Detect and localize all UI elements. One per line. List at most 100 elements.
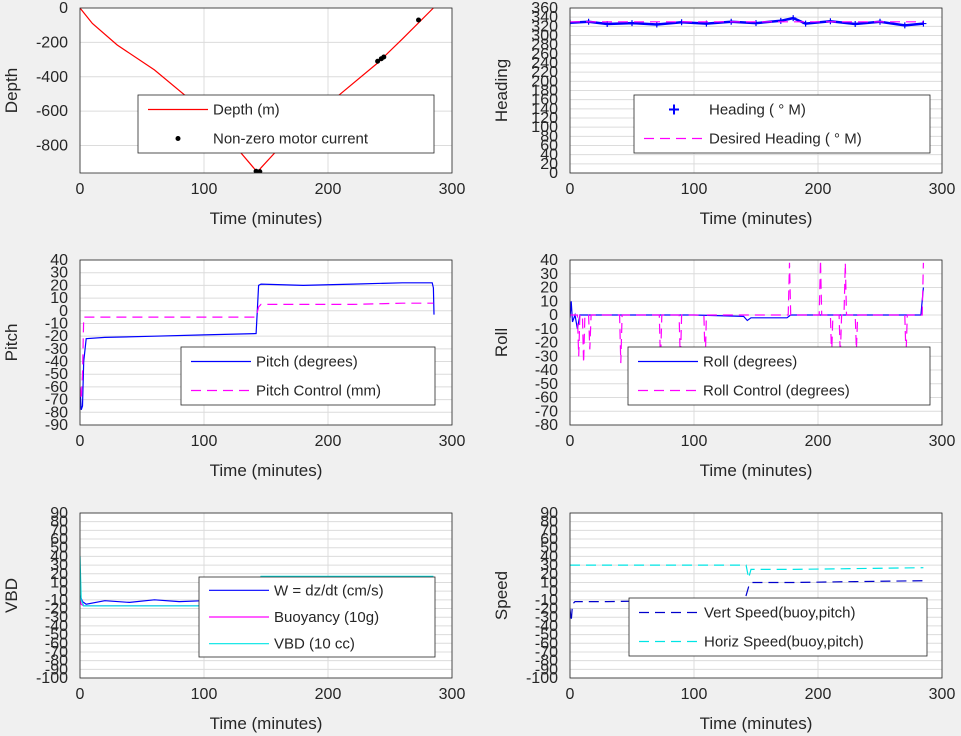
y-tick-label: -800 xyxy=(36,138,68,155)
chart-vbd: 0 100 200 3009080706050403020100-10-20-30-4… xyxy=(2,505,465,733)
y-tick-label: 0 xyxy=(549,307,558,324)
y-tick-label: 50 xyxy=(50,540,68,557)
series-group xyxy=(80,282,435,410)
y-tick-label: 80 xyxy=(50,514,68,531)
legend-label: Pitch Control (mm) xyxy=(256,383,381,400)
y-tick-label: 300 xyxy=(531,28,558,45)
x-axis-label: Time (minutes) xyxy=(210,209,323,228)
y-tick-label: 30 xyxy=(540,557,558,574)
x-tick-label: 300 xyxy=(439,433,466,450)
y-tick-label: 10 xyxy=(540,574,558,591)
axes-box xyxy=(569,512,943,679)
x-tick-label: 100 xyxy=(191,181,218,198)
y-tick-label: -10 xyxy=(535,592,558,609)
legend-marker xyxy=(669,104,679,115)
y-tick-label: 280 xyxy=(531,37,558,54)
y-tick-label: 0 xyxy=(59,583,68,600)
legend-label: W = dz/dt (cm/s) xyxy=(274,582,384,599)
y-tick-label: 260 xyxy=(531,46,558,63)
y-tick-label: -10 xyxy=(45,315,68,332)
legend-label: Horiz Speed(buoy,pitch) xyxy=(704,634,864,651)
data-point xyxy=(777,17,784,24)
legend-box xyxy=(180,346,436,406)
y-tick-label: 70 xyxy=(50,522,68,539)
legend: Pitch (degrees) Pitch Control (mm) xyxy=(180,346,436,406)
y-tick-label: -30 xyxy=(535,609,558,626)
y-tick-label: -30 xyxy=(45,341,68,358)
x-tick-label: 300 xyxy=(929,686,956,703)
x-tick-label: 200 xyxy=(315,433,342,450)
y-tick-label: -600 xyxy=(36,103,68,120)
chart-pitch: 0 100 200 300403020100-10-20-30-40-50-60-70… xyxy=(2,252,465,480)
data-point xyxy=(753,20,759,27)
y-tick-label: 30 xyxy=(50,557,68,574)
y-tick-label: -60 xyxy=(535,635,558,652)
y-tick-label: 340 xyxy=(531,9,558,26)
x-tick-label: 0 xyxy=(76,433,85,450)
y-tick-label: 320 xyxy=(531,18,558,35)
legend-label: Heading ( ° M) xyxy=(709,102,806,119)
chart-depth: 0 100 200 300 0 -200 -400 -600 -800 Time (minutes… xyxy=(2,0,465,228)
y-tick-label: -30 xyxy=(535,348,558,365)
legend-box xyxy=(137,94,435,154)
y-tick-label: 180 xyxy=(531,83,558,100)
legend-box xyxy=(628,597,928,657)
data-point xyxy=(629,20,635,27)
axes-box xyxy=(569,7,943,174)
y-tick-label: -50 xyxy=(45,366,68,383)
data-point xyxy=(416,17,422,23)
x-axis-label: Time (minutes) xyxy=(700,209,813,228)
x-axis-label: Time (minutes) xyxy=(700,714,813,733)
series-line-2 xyxy=(80,302,434,400)
x-tick-label: 300 xyxy=(439,686,466,703)
x-tick-label: 200 xyxy=(805,181,832,198)
y-tick-label: 60 xyxy=(540,138,558,155)
y-tick-label: -50 xyxy=(535,627,558,644)
y-axis-label: Heading xyxy=(492,59,511,122)
y-tick-label: 90 xyxy=(540,505,558,522)
y-tick-label: 70 xyxy=(540,522,558,539)
legend-label: Roll Control (degrees) xyxy=(703,383,850,400)
y-tick-label: 10 xyxy=(540,293,558,310)
x-tick-label: 300 xyxy=(929,433,956,450)
legend-label: Pitch (degrees) xyxy=(256,354,358,371)
y-tick-label: -60 xyxy=(45,635,68,652)
legend-label: Vert Speed(buoy,pitch) xyxy=(704,605,855,622)
legend-box xyxy=(627,346,931,406)
y-tick-label: -40 xyxy=(535,618,558,635)
legend: Heading ( ° M) Desired Heading ( ° M) xyxy=(633,94,931,154)
series-line-1 xyxy=(80,282,435,410)
series-group xyxy=(80,8,434,173)
x-tick-label: 200 xyxy=(805,686,832,703)
legend-label: Non-zero motor current xyxy=(213,131,369,148)
y-tick-label: -20 xyxy=(535,335,558,352)
axes-box xyxy=(79,512,453,679)
y-tick-label: -10 xyxy=(45,592,68,609)
x-tick-label: 0 xyxy=(566,181,575,198)
y-tick-label: -20 xyxy=(45,328,68,345)
x-tick-label: 0 xyxy=(566,686,575,703)
y-tick-label: -40 xyxy=(535,362,558,379)
y-tick-label: -30 xyxy=(45,609,68,626)
y-tick-label: -70 xyxy=(45,644,68,661)
y-axis-label: Depth xyxy=(2,68,21,113)
series-group xyxy=(570,15,927,29)
legend-label: Depth (m) xyxy=(213,102,280,119)
x-tick-label: 0 xyxy=(76,181,85,198)
y-tick-label: -40 xyxy=(45,354,68,371)
y-tick-label: 60 xyxy=(50,531,68,548)
y-tick-label: 240 xyxy=(531,55,558,72)
series-line-2 xyxy=(570,564,924,579)
x-tick-label: 100 xyxy=(191,433,218,450)
chart-heading: 0 100 200 300020406080100120140160180200220… xyxy=(492,0,955,228)
data-point xyxy=(653,21,660,28)
x-axis-label: Time (minutes) xyxy=(210,714,323,733)
y-tick-label: -90 xyxy=(535,661,558,678)
y-tick-label: 0 xyxy=(59,303,68,320)
y-tick-label: 40 xyxy=(540,548,558,565)
data-point xyxy=(802,20,809,27)
y-tick-label: -50 xyxy=(535,376,558,393)
data-point xyxy=(570,19,573,26)
y-tick-label: -100 xyxy=(36,670,68,687)
x-tick-label: 300 xyxy=(929,181,956,198)
